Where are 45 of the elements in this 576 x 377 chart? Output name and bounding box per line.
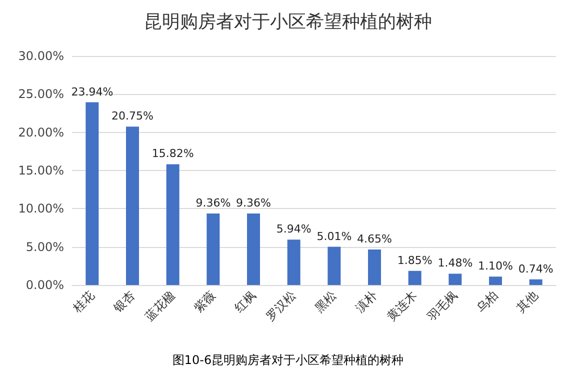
- y-tick-label: 5.00%: [26, 240, 64, 254]
- x-tick-label: 罗汉松: [263, 288, 299, 324]
- y-tick-label: 25.00%: [18, 87, 64, 102]
- data-label: 1.85%: [397, 254, 432, 267]
- y-tick-label: 30.00%: [18, 49, 64, 63]
- bar: [448, 274, 462, 285]
- caption: 图10-6昆明购房者对于小区希望种植的树种: [172, 353, 404, 367]
- data-label: 9.36%: [236, 196, 271, 210]
- y-tick-label: 10.00%: [18, 202, 64, 216]
- x-tick-label: 紫薇: [191, 288, 218, 315]
- bar: [529, 279, 542, 285]
- data-label: 5.01%: [316, 230, 352, 243]
- x-tick-label: 桂花: [70, 288, 98, 316]
- data-label: 0.74%: [518, 262, 554, 276]
- x-tick-label: 滇朴: [352, 288, 380, 315]
- x-tick-label: 其他: [514, 288, 541, 315]
- data-label: 20.75%: [112, 110, 154, 123]
- x-tick-label: 羽毛枫: [424, 288, 460, 324]
- chart-title: 昆明购房者对于小区希望种植的树种: [144, 12, 432, 32]
- data-label: 5.94%: [276, 222, 312, 236]
- y-tick-label: 0.00%: [26, 278, 64, 292]
- bar: [166, 164, 180, 285]
- bar: [368, 250, 381, 285]
- bar: [206, 214, 220, 285]
- y-tick-label: 20.00%: [18, 125, 64, 140]
- x-tick-label: 蓝花楹: [142, 288, 178, 324]
- bar: [408, 270, 422, 285]
- x-tick-label: 黄连木: [384, 288, 420, 324]
- data-label: 4.65%: [357, 232, 392, 246]
- x-tick-label: 银杏: [110, 288, 138, 316]
- bar: [489, 276, 502, 285]
- y-tick-label: 15.00%: [18, 164, 64, 178]
- bar: [86, 102, 99, 285]
- data-label: 1.48%: [438, 256, 473, 270]
- bar: [126, 126, 139, 285]
- bar: [328, 246, 341, 285]
- data-label: 9.36%: [196, 196, 231, 210]
- data-label: 15.82%: [152, 147, 194, 160]
- x-tick-label: 红枫: [232, 288, 258, 315]
- data-label: 1.10%: [478, 260, 513, 273]
- bar: [287, 240, 300, 285]
- data-label: 23.94%: [71, 85, 114, 98]
- bar: [247, 214, 260, 285]
- x-tick-label: 黑松: [312, 288, 340, 315]
- x-tick-label: 乌柏: [474, 288, 500, 315]
